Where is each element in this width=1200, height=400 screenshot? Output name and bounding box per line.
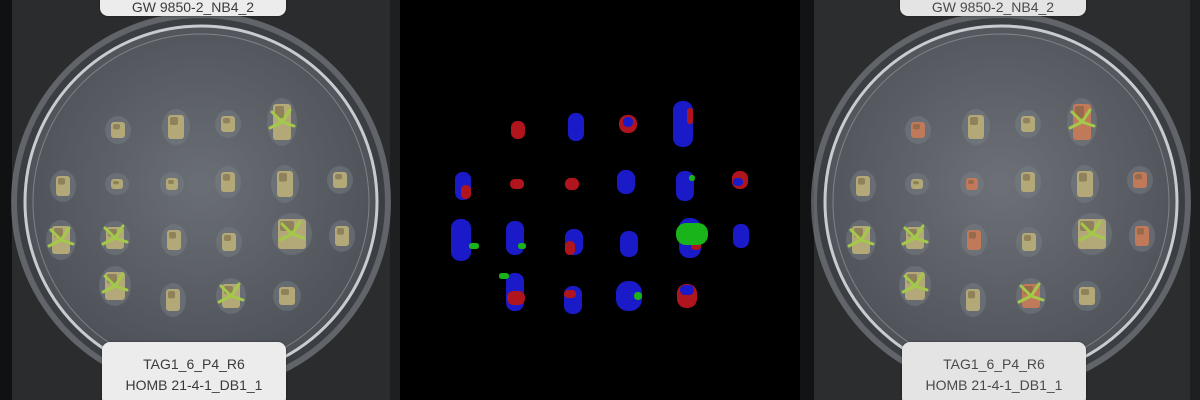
mask-region (511, 121, 525, 139)
mask-region (623, 117, 633, 127)
mask-region (564, 290, 576, 298)
mask-region (461, 185, 471, 199)
explants-overlay (846, 98, 1155, 317)
mask-region (687, 108, 693, 124)
mask-region (733, 224, 749, 248)
overlay-photo (800, 0, 1200, 400)
mask-region (620, 231, 638, 257)
plate-label-line1: TAG1_6_P4_R6 (143, 356, 245, 372)
mask-region (689, 175, 695, 181)
overlay-photo-panel: GW 9850-2_NB4_2 TAG1_6_P4_R6 HOMB 21-4-1… (800, 0, 1200, 400)
mask-region (616, 281, 642, 311)
mask-region (451, 219, 471, 261)
mask-region (680, 285, 694, 295)
segmentation-mask-panel (400, 0, 800, 400)
original-photo (0, 0, 400, 400)
mask-region (617, 170, 635, 194)
mask-region (565, 241, 575, 255)
mask-region (676, 223, 708, 245)
plate-label-bottom: TAG1_6_P4_R6 HOMB 21-4-1_DB1_1 (902, 342, 1086, 400)
plate-label-line2: HOMB 21-4-1_DB1_1 (125, 377, 263, 393)
plate-label-bottom: TAG1_6_P4_R6 HOMB 21-4-1_DB1_1 (102, 342, 286, 400)
mask-region (506, 221, 524, 255)
plate-label-line1: TAG1_6_P4_R6 (943, 356, 1045, 372)
mask-region (499, 273, 509, 279)
mask-region (507, 291, 525, 305)
mask-region (565, 178, 579, 190)
mask-region (568, 113, 584, 141)
segmentation-mask (400, 0, 800, 400)
mask-region (518, 243, 526, 249)
mask-region (634, 292, 642, 300)
mask-region (733, 178, 743, 186)
mask-region (510, 179, 524, 189)
explants (46, 98, 355, 317)
mask-region (469, 243, 479, 249)
original-photo-panel: GW 9850-2_NB4_2 TAG1_6_P4_R6 HOMB 21-4-1… (0, 0, 400, 400)
plate-label-top: GW 9850-2_NB4_2 (100, 0, 286, 16)
plate-label-top: GW 9850-2_NB4_2 (900, 0, 1086, 16)
plate-label-line2: HOMB 21-4-1_DB1_1 (925, 377, 1063, 393)
